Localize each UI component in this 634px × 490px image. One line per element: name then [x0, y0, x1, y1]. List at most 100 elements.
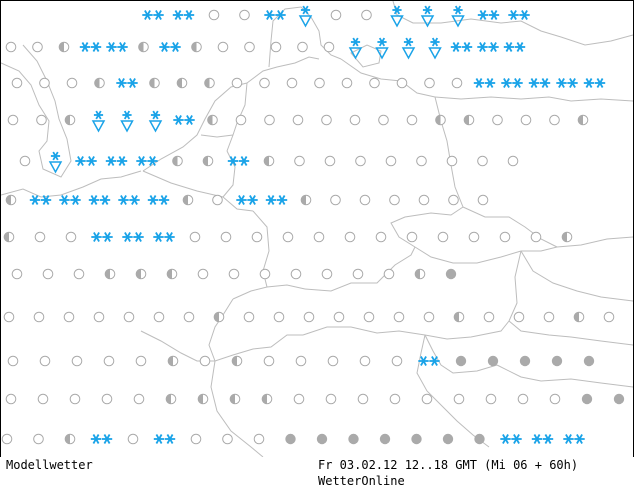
snow-flake-stroke — [131, 195, 138, 205]
clear-circle-icon — [483, 311, 495, 323]
half-cloud-circle-icon — [263, 155, 275, 167]
snow-flake-stroke — [108, 42, 115, 52]
clear-circle-icon — [352, 268, 364, 280]
clear-circle-icon — [123, 311, 135, 323]
snow-shower-icon — [298, 5, 313, 28]
snow-flake-stroke — [513, 434, 520, 444]
island-zealand — [350, 44, 382, 68]
overcast-circle-icon — [519, 355, 531, 367]
snow-double-star-icon — [583, 78, 606, 88]
clear-circle-icon — [451, 77, 463, 89]
border-at-si — [424, 320, 510, 340]
snow-flake-stroke — [505, 42, 513, 52]
clear-circle-icon — [361, 9, 372, 21]
snow-flake-stroke — [530, 78, 538, 88]
snow-double-star-icon — [501, 78, 523, 88]
snow-flake-stroke — [302, 5, 309, 15]
half-cloud-fill — [574, 312, 579, 322]
clear-circle-icon — [183, 311, 195, 323]
snow-flake-stroke — [278, 195, 286, 205]
snow-flake-stroke — [502, 434, 509, 444]
half-cloud-circle-icon — [435, 114, 446, 126]
border-nl-be — [200, 134, 234, 138]
snow-double-star-icon — [147, 195, 170, 205]
shower-triangle — [420, 15, 435, 28]
country-borders — [1, 1, 633, 457]
clear-circle-icon — [73, 268, 85, 280]
clear-circle-icon — [7, 355, 19, 367]
snow-flake-stroke — [378, 37, 386, 47]
snow-flake-stroke — [52, 151, 59, 161]
border-be-de-lux — [222, 150, 254, 212]
clear-circle-icon — [359, 355, 371, 367]
clear-circle-icon — [270, 41, 282, 53]
snow-flake-stroke — [521, 10, 528, 20]
snow-double-star-icon — [90, 434, 113, 444]
clear-circle-icon — [520, 114, 532, 126]
snow-flake-stroke — [352, 37, 359, 47]
overcast-circle-icon — [348, 433, 359, 445]
clear-circle-icon — [530, 231, 542, 243]
snow-flake-stroke — [266, 10, 273, 20]
clear-circle-icon — [549, 114, 560, 126]
snow-shower-icon — [120, 110, 134, 133]
half-cloud-circle-icon — [5, 194, 17, 206]
border-hr-ba — [496, 364, 633, 388]
snow-flake-stroke — [277, 10, 284, 20]
overcast-circle-icon — [583, 355, 595, 367]
clear-circle-icon — [303, 311, 315, 323]
snow-double-star-icon — [118, 195, 140, 205]
clear-circle-icon — [437, 231, 449, 243]
clear-circle-icon — [344, 231, 356, 243]
snow-double-star-icon — [265, 195, 288, 205]
snow-flake-stroke — [479, 42, 486, 52]
snow-shower-icon — [375, 37, 389, 60]
half-cloud-fill — [138, 42, 144, 52]
clear-circle-icon — [406, 114, 418, 126]
border-cz-at — [414, 246, 522, 264]
snow-double-star-icon — [531, 434, 554, 444]
snow-double-star-icon — [528, 78, 551, 88]
half-cloud-fill — [214, 312, 219, 322]
snow-double-star-icon — [418, 356, 440, 366]
border-cz-sk — [521, 246, 558, 252]
overcast-circle-icon — [445, 268, 457, 280]
shower-triangle — [120, 120, 134, 133]
clear-circle-icon — [363, 311, 375, 323]
snow-double-star-icon — [29, 195, 52, 205]
snow-flake-stroke — [486, 78, 494, 88]
coastline-baltic-germany — [340, 58, 436, 98]
clear-circle-icon — [290, 268, 302, 280]
snow-flake-stroke — [229, 156, 237, 166]
half-cloud-fill — [6, 195, 11, 205]
snow-flake-stroke — [558, 78, 565, 88]
half-cloud-fill — [464, 115, 469, 125]
snow-flake-stroke — [77, 156, 84, 166]
clear-circle-icon — [11, 268, 23, 280]
border-cz-pl — [462, 206, 558, 248]
half-cloud-fill — [172, 156, 178, 166]
snow-flake-stroke — [174, 10, 182, 20]
half-cloud-circle-icon — [167, 355, 179, 367]
border-sk-hu — [520, 250, 633, 302]
half-cloud-circle-icon — [165, 393, 177, 405]
snow-double-star-icon — [159, 42, 181, 52]
coastline-italy — [210, 360, 264, 457]
snow-double-star-icon — [227, 156, 250, 166]
snow-flake-stroke — [431, 356, 438, 366]
clear-circle-icon — [492, 114, 503, 126]
snow-shower-icon — [91, 110, 106, 133]
clear-circle-icon — [235, 114, 247, 126]
snow-flake-stroke — [152, 110, 159, 120]
overcast-circle-icon — [474, 433, 485, 445]
overcast-circle-icon — [316, 433, 328, 445]
clear-circle-icon — [228, 268, 240, 280]
half-cloud-fill — [183, 195, 188, 205]
overcast-circle-icon — [551, 355, 563, 367]
product-label: Modellwetter — [6, 458, 93, 472]
clear-circle-icon — [292, 114, 304, 126]
snow-flake-stroke — [249, 195, 256, 205]
half-cloud-circle-icon — [182, 194, 194, 206]
half-cloud-circle-icon — [573, 311, 585, 323]
snow-double-star-icon — [500, 434, 522, 444]
